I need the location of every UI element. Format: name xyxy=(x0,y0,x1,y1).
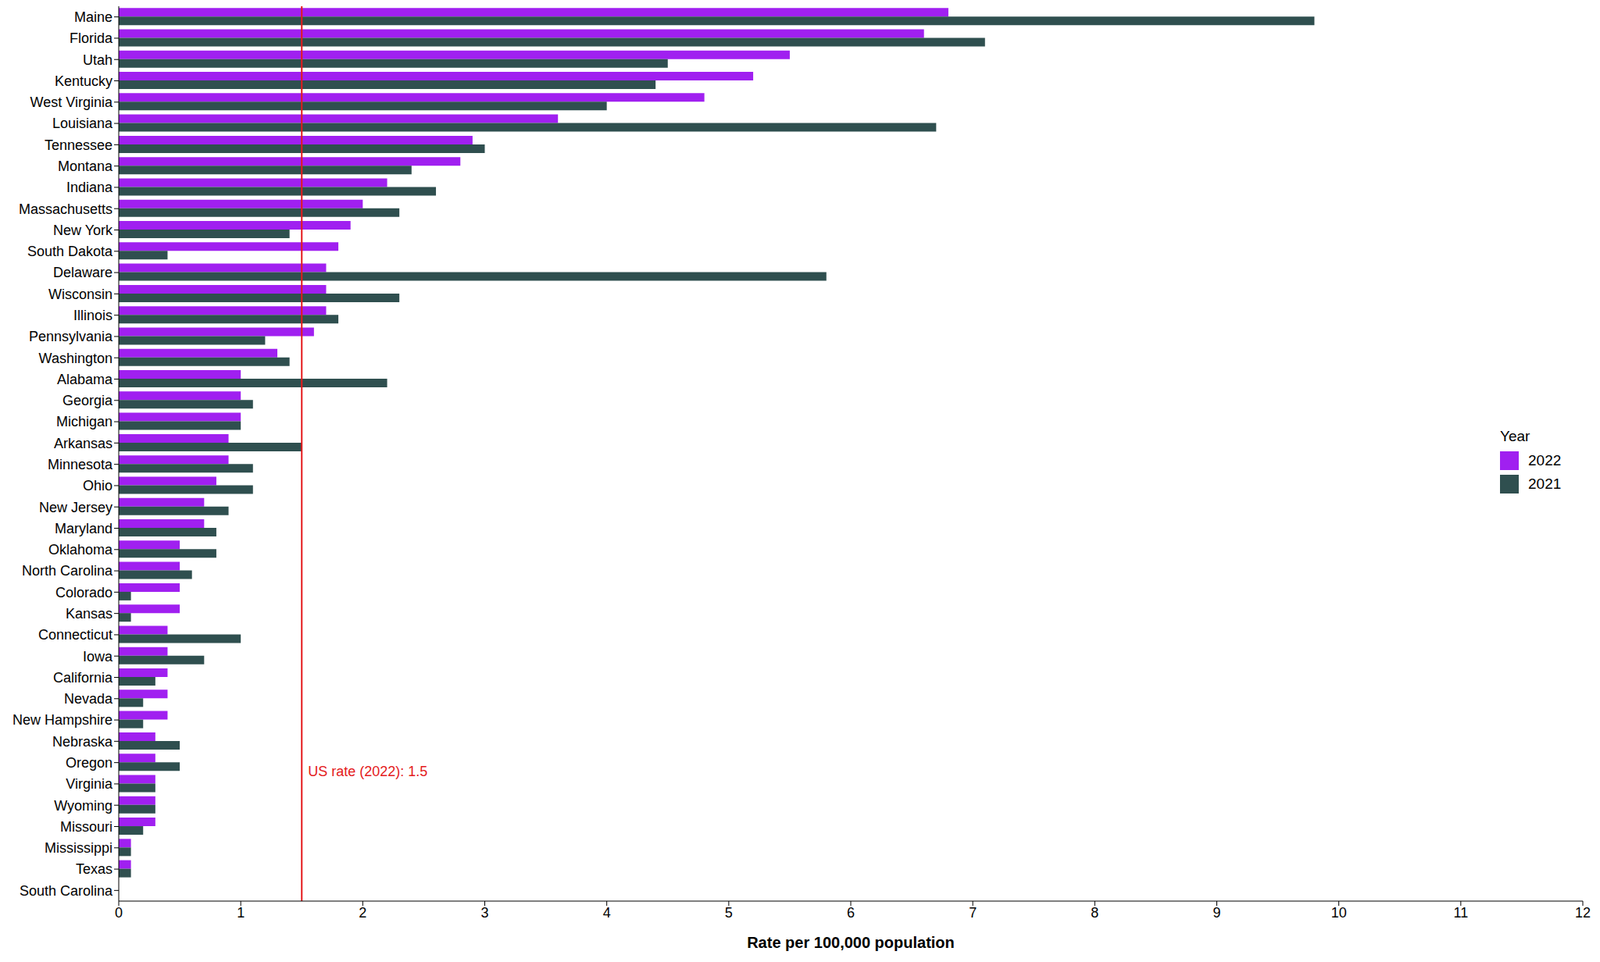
svg-text:9: 9 xyxy=(1212,905,1221,922)
svg-text:Louisiana: Louisiana xyxy=(52,115,114,132)
svg-text:Oklahoma: Oklahoma xyxy=(48,542,114,558)
svg-text:11: 11 xyxy=(1453,905,1468,922)
svg-text:Maine: Maine xyxy=(74,9,113,25)
svg-text:Georgia: Georgia xyxy=(62,392,114,409)
svg-text:12: 12 xyxy=(1575,905,1591,922)
svg-text:Ohio: Ohio xyxy=(82,478,113,494)
svg-text:Indiana: Indiana xyxy=(66,179,114,196)
svg-text:Florida: Florida xyxy=(69,30,114,47)
svg-text:0: 0 xyxy=(114,905,123,922)
svg-text:Nevada: Nevada xyxy=(64,691,114,708)
svg-text:Rate per 100,000 population: Rate per 100,000 population xyxy=(746,934,955,952)
svg-text:California: California xyxy=(53,670,114,686)
svg-text:7: 7 xyxy=(968,905,977,922)
svg-text:South Dakota: South Dakota xyxy=(27,243,114,260)
svg-text:Utah: Utah xyxy=(82,52,113,68)
svg-text:Washington: Washington xyxy=(39,350,113,367)
svg-text:2: 2 xyxy=(358,905,367,922)
svg-text:Mississippi: Mississippi xyxy=(44,840,113,857)
svg-text:Wyoming: Wyoming xyxy=(53,798,113,815)
svg-text:New Hampshire: New Hampshire xyxy=(12,712,113,729)
svg-text:8: 8 xyxy=(1090,905,1099,922)
svg-text:Minnesota: Minnesota xyxy=(47,457,114,473)
svg-text:Connecticut: Connecticut xyxy=(38,627,113,643)
svg-text:10: 10 xyxy=(1331,905,1347,922)
html-text:2021: 2021 xyxy=(1528,475,1562,493)
html-text:Year: Year xyxy=(1500,428,1530,445)
svg-text:5: 5 xyxy=(725,905,733,922)
svg-text:North Carolina: North Carolina xyxy=(21,563,114,579)
svg-text:Delaware: Delaware xyxy=(53,264,113,281)
svg-text:Alabama: Alabama xyxy=(57,371,114,388)
svg-text:Missouri: Missouri xyxy=(60,819,113,836)
svg-text:Kansas: Kansas xyxy=(65,606,113,622)
svg-text:Massachusetts: Massachusetts xyxy=(18,201,113,218)
svg-text:Virginia: Virginia xyxy=(65,776,114,793)
svg-text:Michigan: Michigan xyxy=(56,414,113,430)
svg-text:Colorado: Colorado xyxy=(55,585,113,601)
svg-text:Nebraska: Nebraska xyxy=(52,734,114,750)
svg-text:South Carolina: South Carolina xyxy=(19,883,114,900)
svg-text:Arkansas: Arkansas xyxy=(53,435,113,452)
svg-text:Montana: Montana xyxy=(57,158,114,175)
svg-text:Iowa: Iowa xyxy=(82,649,114,665)
svg-text:West Virginia: West Virginia xyxy=(30,94,114,111)
svg-text:Illinois: Illinois xyxy=(73,307,113,324)
svg-text:New York: New York xyxy=(53,222,114,239)
svg-text:Oregon: Oregon xyxy=(65,755,113,772)
svg-text:Pennsylvania: Pennsylvania xyxy=(28,328,114,345)
svg-text:6: 6 xyxy=(846,905,855,922)
svg-text:4: 4 xyxy=(603,905,611,922)
svg-text:Texas: Texas xyxy=(75,861,113,878)
svg-text:Maryland: Maryland xyxy=(54,521,113,537)
svg-text:3: 3 xyxy=(480,905,489,922)
svg-text:Wisconsin: Wisconsin xyxy=(48,286,113,303)
svg-text:1: 1 xyxy=(236,905,245,922)
html-text:2022: 2022 xyxy=(1528,452,1562,469)
svg-text:Kentucky: Kentucky xyxy=(54,73,113,90)
svg-text:US rate (2022): 1.5: US rate (2022): 1.5 xyxy=(307,764,428,780)
svg-text:New Jersey: New Jersey xyxy=(39,500,113,516)
svg-text:Tennessee: Tennessee xyxy=(44,137,113,154)
